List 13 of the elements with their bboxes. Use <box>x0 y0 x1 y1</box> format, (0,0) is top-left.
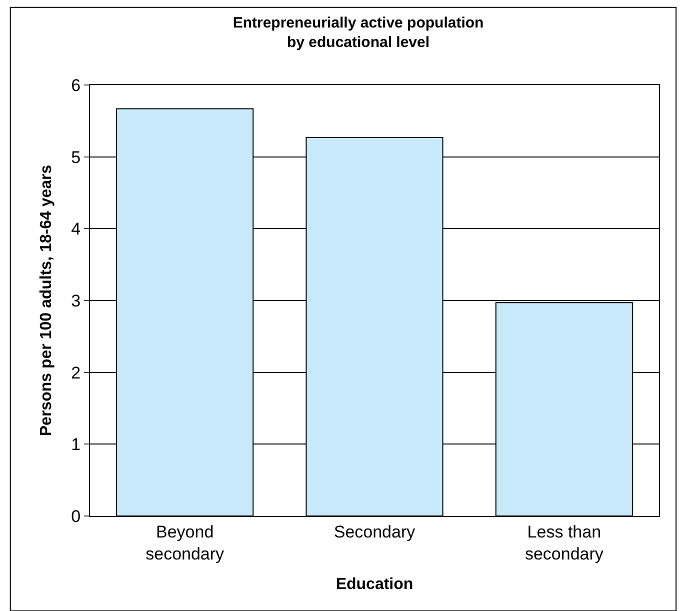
y-tick-label: 6 <box>71 76 81 95</box>
y-tick-label: 1 <box>71 435 81 454</box>
chart-title: Entrepreneurially active population by educational level <box>232 14 484 51</box>
y-tick-label: 0 <box>71 506 81 526</box>
y-tick-label: 5 <box>71 148 81 167</box>
y-tick-label: 4 <box>71 220 81 239</box>
x-tick-label: Less than secondary <box>524 522 604 564</box>
y-tick-label: 2 <box>71 363 81 382</box>
x-axis-title: Education <box>336 576 414 594</box>
x-tick-label: Beyond secondary <box>146 522 225 564</box>
y-axis-title: Persons per 100 adults, 18-64 years <box>38 164 56 436</box>
x-tick-label: Secondary <box>334 522 416 542</box>
y-tick-label: 3 <box>71 291 81 310</box>
